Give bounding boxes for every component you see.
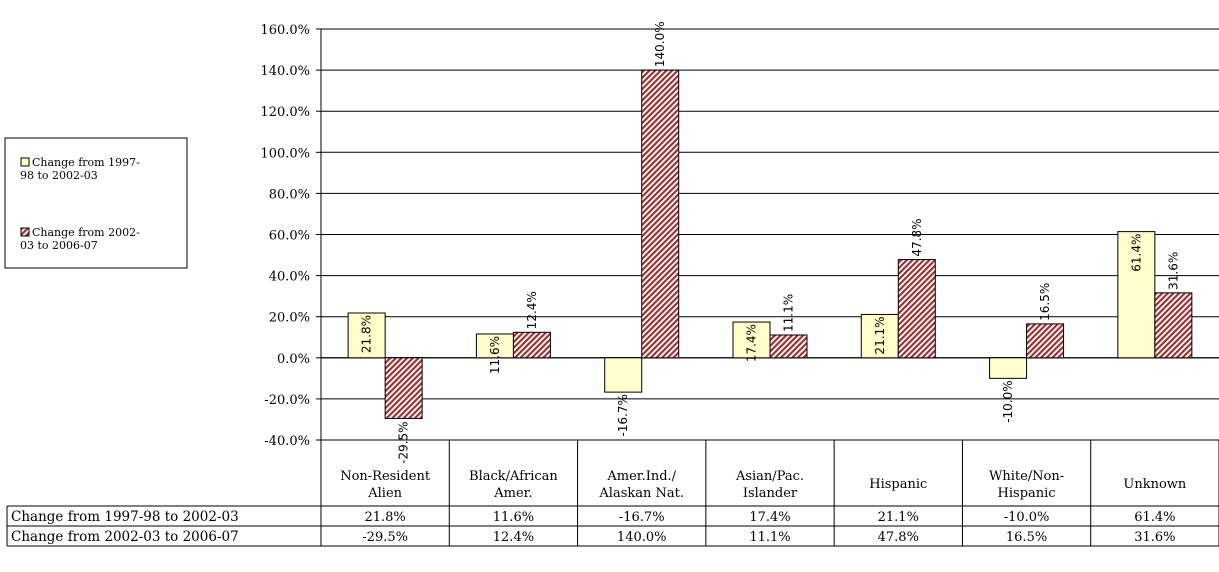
gridlines — [321, 28, 1219, 441]
bar-series-2 — [769, 334, 808, 359]
data-label: 11.6% — [488, 336, 502, 374]
data-label: -16.7% — [616, 394, 630, 436]
y-tick-label: 60.0% — [269, 229, 310, 244]
category-label: Black/African Amer. — [469, 469, 558, 501]
data-label: 61.4% — [1129, 234, 1143, 272]
legend-box — [4, 137, 188, 269]
legend: Change from 1997-98 to 2002-03 Change fro… — [4, 137, 188, 269]
bar-series-2 — [641, 69, 680, 359]
category-label: Hispanic — [869, 477, 927, 492]
data-label: 31.6% — [1166, 252, 1180, 290]
data-label: 11.1% — [782, 294, 796, 332]
category-label: Asian/Pac. Islander — [735, 469, 804, 501]
y-tick-label: -20.0% — [264, 393, 310, 408]
bar-series-1 — [989, 357, 1028, 379]
table-cell: 140.0% — [617, 530, 667, 545]
data-label: 47.8% — [910, 218, 924, 256]
bar-series-2 — [1154, 292, 1193, 359]
table-cell: 61.4% — [1134, 510, 1175, 525]
y-tick-label: 20.0% — [269, 311, 310, 326]
legend-swatch — [20, 157, 30, 167]
y-tick-label: 40.0% — [269, 270, 310, 285]
category-label: Amer.Ind./Alaskan Nat. — [598, 469, 684, 501]
table-cell: 17.4% — [749, 510, 790, 525]
y-tick-label: 160.0% — [260, 23, 310, 38]
bar-series-2 — [512, 331, 551, 359]
category-label: White/Non-Hispanic — [989, 469, 1064, 501]
table-cell: 21.8% — [364, 510, 405, 525]
bar-series-1 — [604, 357, 643, 393]
y-tick-label: 140.0% — [260, 64, 310, 79]
table-cell: 31.6% — [1134, 530, 1175, 545]
table-row-header: Change from 1997-98 to 2002-03 — [11, 509, 239, 525]
table-row-header: Change from 2002-03 to 2006-07 — [11, 529, 239, 545]
bar-series-1 — [347, 312, 386, 359]
table-cell: -29.5% — [362, 530, 408, 545]
y-tick-label: 0.0% — [277, 352, 310, 367]
bar-series-2 — [1026, 323, 1065, 359]
legend-entry: Change from 1997-98 to 2002-03 — [20, 156, 140, 182]
table-cell: 11.6% — [493, 510, 534, 525]
table-cell: 47.8% — [878, 530, 919, 545]
bar-series-2 — [384, 357, 423, 419]
legend-swatch — [20, 227, 30, 237]
category-label: Non-Resident Alien — [340, 469, 431, 501]
bar-series-1 — [1117, 231, 1156, 359]
data-label: 16.5% — [1038, 283, 1052, 321]
bar-series-2 — [897, 259, 936, 359]
table-cell: 21.1% — [878, 510, 919, 525]
data-label: -10.0% — [1001, 380, 1015, 422]
y-tick-label: 100.0% — [260, 146, 310, 161]
data-label: 12.4% — [525, 291, 539, 329]
data-label: 140.0% — [653, 21, 667, 67]
data-label: 21.8% — [360, 315, 374, 353]
bar-series-1 — [860, 313, 899, 359]
table-cell: 11.1% — [749, 530, 790, 545]
table-cell: 12.4% — [493, 530, 534, 545]
table-cell: -10.0% — [1004, 510, 1050, 525]
y-tick-label: -40.0% — [264, 434, 310, 449]
data-table: Non-Resident Alien Black/African Amer. Amer.… — [6, 440, 1219, 547]
legend-entry: Change from 2002-03 to 2006-07 — [20, 226, 140, 252]
y-axis: -40.0% -20.0% 0.0% 20.0% 40.0% 60.0% 80.0% 100.… — [260, 23, 322, 449]
data-label: -29.5% — [397, 421, 411, 463]
y-tick-label: 80.0% — [269, 187, 310, 202]
data-label: 17.4% — [745, 324, 759, 362]
data-labels: 21.8% -29.5% 11.6% 12.4% -16.7% 140.0% 17.4% 11… — [360, 21, 1181, 464]
table-cell: 16.5% — [1006, 530, 1047, 545]
data-label: 21.1% — [873, 316, 887, 354]
y-tick-label: 120.0% — [260, 105, 310, 120]
category-label: Unknown — [1123, 477, 1187, 492]
table-cell: -16.7% — [619, 510, 665, 525]
bars — [347, 69, 1193, 419]
